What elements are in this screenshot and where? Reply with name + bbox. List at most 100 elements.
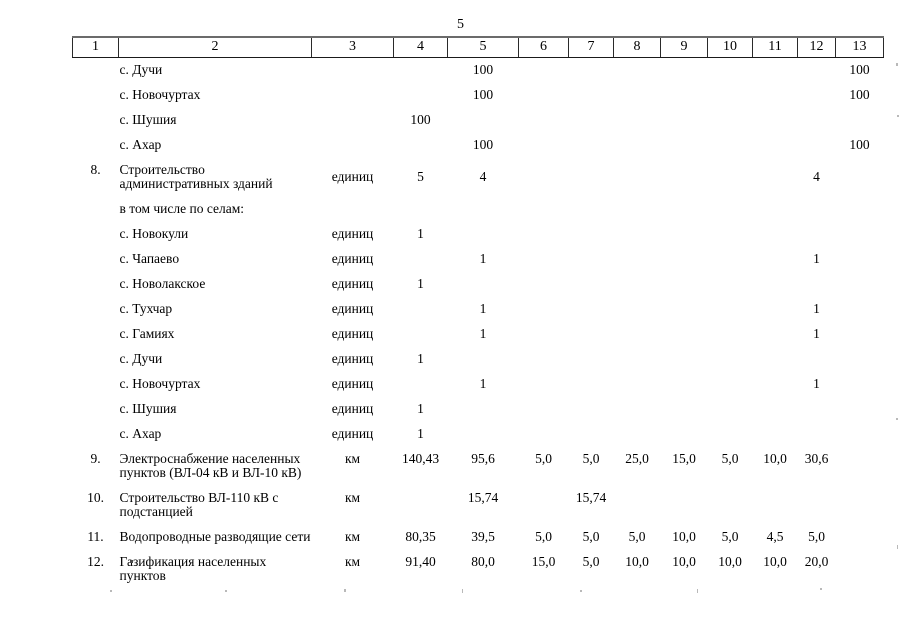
row-value-col7 (569, 272, 614, 297)
row-value-col11 (753, 347, 798, 372)
row-number: 12. (87, 554, 104, 569)
row-value-col6 (519, 272, 569, 297)
row-value-col5: 1 (479, 376, 487, 391)
row-value-col4: 1 (417, 226, 424, 241)
row-name-line2: подстанцией (119, 504, 193, 519)
row-name: с. Новолакское (119, 272, 312, 297)
row-value-col9 (661, 322, 708, 347)
scan-artifact (897, 115, 899, 117)
row-number (73, 133, 119, 158)
row-number (73, 108, 119, 133)
row-value-col11 (753, 158, 798, 197)
row-value-col4: 1 (417, 351, 424, 366)
row-value-col10 (708, 297, 753, 322)
column-header: 3 (311, 36, 394, 58)
row-value-col12: 1 (813, 301, 820, 316)
scan-artifact (896, 63, 898, 66)
row-value-col9: 10,0 (672, 529, 696, 544)
row-unit: единиц (331, 301, 374, 316)
row-value-col10 (708, 272, 753, 297)
row-value-col11: 10,0 (763, 554, 787, 569)
row-number (73, 422, 119, 447)
row-value-col9 (661, 83, 708, 108)
row-value-col9 (661, 247, 708, 272)
row-value-col12 (798, 272, 836, 297)
row-value-col9 (661, 197, 708, 222)
column-header: 12 (797, 36, 836, 58)
row-unit (312, 108, 394, 133)
row-name-line1: с. Шушия (119, 112, 177, 127)
row-name-line1: в том числе по селам: (119, 201, 245, 216)
row-value-col10 (708, 108, 753, 133)
row-unit: единиц (331, 169, 374, 184)
column-header: 8 (613, 36, 661, 58)
row-value-col12: 1 (813, 326, 820, 341)
row-value-col8 (614, 347, 661, 372)
row-value-col13 (836, 525, 884, 550)
row-value-col7: 5,0 (582, 451, 600, 466)
row-value-col4: 1 (417, 426, 424, 441)
row-value-col4 (394, 58, 448, 84)
row-value-col12 (798, 108, 836, 133)
row-value-col8 (614, 272, 661, 297)
row-value-col9 (661, 372, 708, 397)
row-value-col5: 100 (472, 87, 494, 102)
table-row: в том числе по селам: (73, 197, 884, 222)
row-value-col5: 15,74 (467, 490, 499, 505)
row-name-line1: Водопроводные разводящие сети (119, 529, 311, 544)
row-value-col5 (448, 108, 519, 133)
row-name-line1: Электроснабжение населенных (119, 451, 301, 466)
row-value-col9 (661, 272, 708, 297)
row-value-col11 (753, 247, 798, 272)
row-value-col13 (836, 222, 884, 247)
table-header-row: 1 2 3 4 5 6 7 8 9 10 11 12 13 (72, 36, 884, 58)
row-value-col9 (661, 486, 708, 525)
row-unit: единиц (331, 401, 374, 416)
scan-artifact (110, 590, 112, 592)
table-row: с. Шушия единиц 1 (73, 397, 884, 422)
row-name: Водопроводные разводящие сети (119, 525, 312, 550)
table-row: 8. Строительство административных зданий ед… (73, 158, 884, 197)
row-value-col12 (798, 397, 836, 422)
row-name-line1: Строительство ВЛ-110 кВ с (119, 490, 279, 505)
row-name: с. Шушия (119, 397, 312, 422)
row-value-col6 (519, 486, 569, 525)
row-name: Строительство административных зданий (119, 158, 312, 197)
row-name: с. Чапаево (119, 247, 312, 272)
page-number: 5 (457, 17, 464, 32)
row-name: с. Дучи (119, 347, 312, 372)
row-value-col12: 1 (813, 376, 820, 391)
row-number (73, 272, 119, 297)
row-value-col9 (661, 297, 708, 322)
row-value-col13 (836, 447, 884, 486)
row-value-col11 (753, 108, 798, 133)
row-number (73, 222, 119, 247)
row-unit (312, 58, 394, 84)
row-value-col13 (836, 297, 884, 322)
row-value-col13: 100 (849, 62, 870, 77)
row-value-col11 (753, 133, 798, 158)
row-value-col10 (708, 58, 753, 84)
row-value-col10 (708, 347, 753, 372)
row-value-col5 (448, 422, 519, 447)
row-value-col8 (614, 108, 661, 133)
row-value-col12 (798, 197, 836, 222)
row-value-col10: 5,0 (721, 529, 739, 544)
row-value-col6 (519, 58, 569, 84)
row-value-col5 (448, 222, 519, 247)
row-value-col10 (708, 422, 753, 447)
row-unit: км (344, 529, 361, 544)
table-row: с. Чапаево единиц 1 1 (73, 247, 884, 272)
column-header: 5 (447, 36, 519, 58)
row-name-line1: Газификация населенных (119, 554, 267, 569)
row-name: Строительство ВЛ-110 кВ с подстанцией (119, 486, 312, 525)
row-value-col8 (614, 322, 661, 347)
column-header: 13 (835, 36, 884, 58)
scan-artifact (462, 589, 463, 593)
scan-artifact (820, 588, 822, 590)
row-value-col4 (394, 133, 448, 158)
row-unit: единиц (331, 251, 374, 266)
row-number (73, 347, 119, 372)
column-header: 9 (660, 36, 708, 58)
row-value-col7 (569, 133, 614, 158)
